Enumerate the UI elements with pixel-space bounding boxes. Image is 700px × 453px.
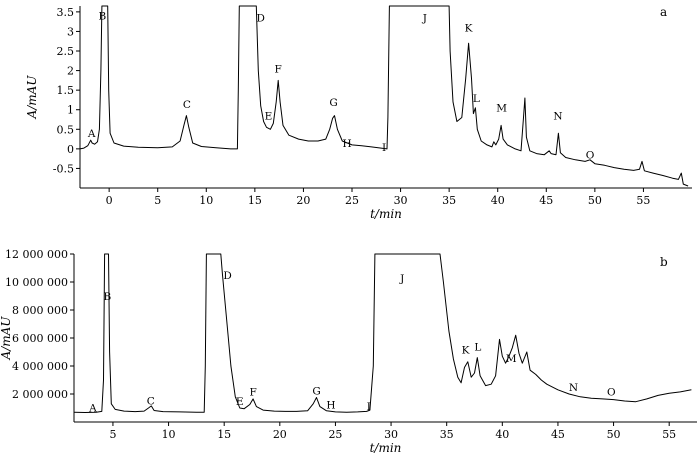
peak-label-h: H (326, 400, 335, 412)
x-tick-label: 55 (636, 194, 650, 207)
peak-label-e: E (265, 111, 273, 123)
y-axis-label-b: A/mAU (0, 316, 13, 361)
x-tick-label: 15 (217, 428, 231, 441)
x-tick-label: 5 (109, 428, 116, 441)
chromatogram-b: 5 10 15 20 25 30 35 40 45 50 55 2 000 000 4 000 000… (0, 248, 697, 453)
x-tick-label: 30 (384, 428, 398, 441)
chromatogram-trace-b (73, 253, 692, 413)
y-axis-label-a: A/mAU (25, 75, 39, 120)
peak-label-c: C (183, 99, 191, 111)
peak-label-j: J (399, 273, 404, 285)
x-tick-label: 30 (394, 194, 408, 207)
peak-label-n: N (569, 382, 578, 394)
x-tick-label: 40 (491, 194, 505, 207)
x-tick-label: 0 (106, 194, 113, 207)
y-tick-label: 0.5 (57, 123, 75, 136)
x-tick-label: 20 (273, 428, 287, 441)
peak-label-e: E (236, 396, 244, 408)
x-tick-label: 45 (539, 194, 553, 207)
peak-label-o: O (607, 386, 616, 398)
peak-label-k: K (462, 344, 470, 356)
y-tick-label: 2.5 (57, 45, 75, 58)
peak-label-g: G (329, 97, 337, 109)
peak-label-m: M (496, 103, 507, 115)
y-tick-label: 8 000 000 (12, 304, 68, 317)
y-tick-label: 0 (67, 143, 74, 156)
panel-label-b: b (660, 255, 668, 269)
peak-label-k: K (465, 22, 473, 34)
x-tick-label: 15 (248, 194, 262, 207)
x-tick-label: 10 (199, 194, 213, 207)
peak-label-a: A (88, 403, 97, 415)
x-tick-label: 5 (154, 194, 161, 207)
peak-label-g: G (312, 386, 320, 398)
peak-label-d: D (223, 270, 231, 282)
peak-label-a: A (87, 128, 96, 140)
chromatogram-a: 0 5 10 15 20 25 30 35 40 45 50 55 -0.5 0 0.5 1 1.5 2 2.5 3… (25, 5, 692, 221)
y-tick-label: 1.5 (57, 84, 75, 97)
x-tick-label: 55 (662, 428, 676, 441)
peak-label-m: M (506, 353, 517, 365)
x-tick-label: 50 (607, 428, 621, 441)
chromatogram-trace-a (79, 5, 689, 187)
x-tick-label: 35 (442, 194, 456, 207)
x-tick-label: 40 (495, 428, 509, 441)
x-axis-label-b: t/min (370, 441, 402, 453)
x-tick-label: 25 (345, 194, 359, 207)
y-tick-label: 1 (67, 104, 74, 117)
y-tick-label: 3.5 (57, 6, 75, 19)
y-tick-label: 10 000 000 (5, 276, 68, 289)
peak-label-l: L (473, 93, 480, 105)
y-tick-label: 6 000 000 (12, 332, 68, 345)
peak-label-f: F (249, 386, 256, 398)
peak-label-c: C (147, 396, 155, 408)
peak-label-i: I (382, 142, 386, 154)
x-axis-label-a: t/min (370, 207, 402, 221)
peak-label-l: L (474, 342, 481, 354)
x-tick-label: 45 (551, 428, 565, 441)
x-tick-label: 25 (328, 428, 342, 441)
y-tick-label: 3 (67, 25, 74, 38)
peak-label-f: F (275, 64, 282, 76)
peak-label-b: B (104, 291, 112, 303)
panel-label-a: a (660, 5, 667, 19)
x-tick-label: 50 (588, 194, 602, 207)
x-tick-label: 10 (162, 428, 176, 441)
peak-label-d: D (256, 13, 264, 25)
y-tick-label: 2 (67, 65, 74, 78)
peak-label-n: N (553, 111, 562, 123)
peak-label-o: O (586, 150, 595, 162)
peak-label-j: J (422, 13, 427, 25)
y-tick-label: 2 000 000 (12, 388, 68, 401)
y-tick-label: 12 000 000 (5, 248, 68, 261)
y-tick-label: 4 000 000 (12, 360, 68, 373)
peak-label-b: B (98, 11, 106, 23)
peak-label-i: I (367, 401, 371, 413)
x-tick-label: 35 (440, 428, 454, 441)
peak-label-h: H (343, 138, 352, 150)
x-tick-label: 20 (296, 194, 310, 207)
y-tick-label: -0.5 (53, 162, 74, 175)
